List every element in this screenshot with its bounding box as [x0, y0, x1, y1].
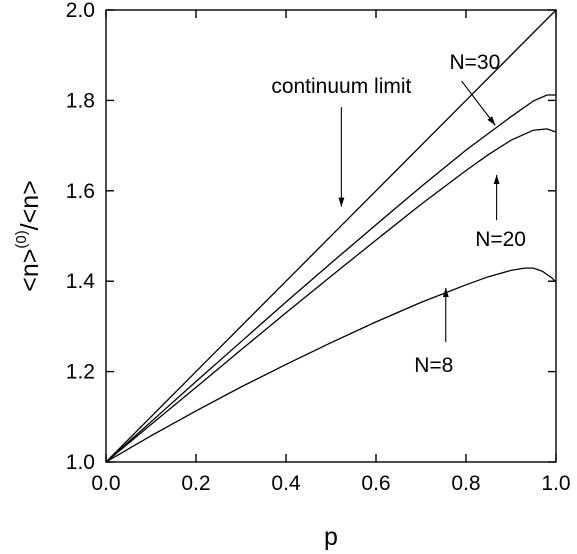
- series-line-continuum-limit: [105, 9, 557, 463]
- plot-frame: [105, 9, 557, 463]
- arrowhead-n-20: [493, 175, 500, 184]
- annotation-n-30: N=30: [450, 51, 501, 74]
- y-axis-label-suffix: /<n>: [16, 180, 44, 230]
- series-line-n-20: [105, 128, 557, 463]
- x-tick-label: 0.8: [451, 472, 480, 495]
- arrow-n-30: [461, 80, 496, 126]
- series-lines: [105, 9, 557, 463]
- annotations: continuum limit N=30 N=20 N=8: [271, 51, 526, 377]
- y-axis-label-superscript: (0): [13, 230, 30, 248]
- y-tick-label: 1.0: [66, 451, 95, 474]
- x-tick-label: 0.0: [91, 472, 120, 495]
- arrowhead-n-8: [442, 288, 449, 297]
- y-tick-label: 1.8: [66, 89, 95, 112]
- x-axis-label: p: [324, 523, 338, 551]
- x-tick-labels: 0.0 0.2 0.4 0.6 0.8 1.0: [91, 472, 570, 495]
- y-tick-label: 1.6: [66, 180, 95, 203]
- y-tick-labels: 1.0 1.2 1.4 1.6 1.8 2.0: [66, 0, 96, 474]
- x-tick-label: 1.0: [541, 472, 570, 495]
- y-tick-label: 1.2: [66, 361, 95, 384]
- annotation-n-20: N=20: [475, 228, 526, 251]
- arrowhead-n-30: [487, 116, 496, 126]
- arrowhead-continuum-limit: [338, 197, 345, 207]
- annotation-continuum-limit: continuum limit: [271, 75, 411, 98]
- y-axis-label: <n>(0)/<n>: [13, 180, 44, 292]
- annotation-n-8: N=8: [414, 354, 453, 377]
- x-tick-label: 0.6: [361, 472, 390, 495]
- series-line-n-30: [105, 94, 556, 463]
- y-axis-label-main: <n>: [16, 249, 44, 292]
- x-tick-label: 0.4: [271, 472, 301, 495]
- x-tick-label: 0.2: [181, 472, 210, 495]
- series-line-n-8: [105, 267, 557, 463]
- y-tick-label: 1.4: [66, 270, 96, 293]
- axis-ticks: [105, 9, 557, 463]
- y-tick-label: 2.0: [66, 0, 95, 22]
